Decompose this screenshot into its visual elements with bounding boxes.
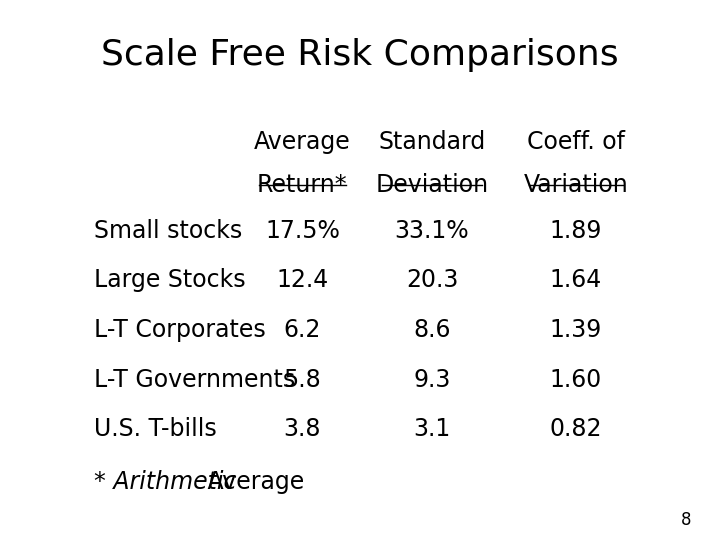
Text: 20.3: 20.3 [406, 268, 458, 292]
Text: Large Stocks: Large Stocks [94, 268, 246, 292]
Text: Average: Average [200, 470, 305, 494]
Text: Small stocks: Small stocks [94, 219, 242, 242]
Text: L-T Governments: L-T Governments [94, 368, 295, 392]
Text: 5.8: 5.8 [284, 368, 321, 392]
Text: Standard: Standard [379, 130, 485, 153]
Text: Scale Free Risk Comparisons: Scale Free Risk Comparisons [102, 38, 618, 72]
Text: L-T Corporates: L-T Corporates [94, 318, 266, 342]
Text: 8.6: 8.6 [413, 318, 451, 342]
Text: 1.60: 1.60 [550, 368, 602, 392]
Text: U.S. T-bills: U.S. T-bills [94, 417, 216, 441]
Text: 3.1: 3.1 [413, 417, 451, 441]
Text: 1.39: 1.39 [550, 318, 602, 342]
Text: 9.3: 9.3 [413, 368, 451, 392]
Text: * Arithmetic: * Arithmetic [94, 470, 236, 494]
Text: Deviation: Deviation [375, 173, 489, 197]
Text: 8: 8 [680, 511, 691, 529]
Text: 1.89: 1.89 [550, 219, 602, 242]
Text: Coeff. of: Coeff. of [527, 130, 625, 153]
Text: 0.82: 0.82 [550, 417, 602, 441]
Text: Average: Average [254, 130, 351, 153]
Text: 12.4: 12.4 [276, 268, 328, 292]
Text: 17.5%: 17.5% [265, 219, 340, 242]
Text: Return*: Return* [257, 173, 348, 197]
Text: 1.64: 1.64 [550, 268, 602, 292]
Text: 3.8: 3.8 [284, 417, 321, 441]
Text: 33.1%: 33.1% [395, 219, 469, 242]
Text: 6.2: 6.2 [284, 318, 321, 342]
Text: Variation: Variation [523, 173, 629, 197]
